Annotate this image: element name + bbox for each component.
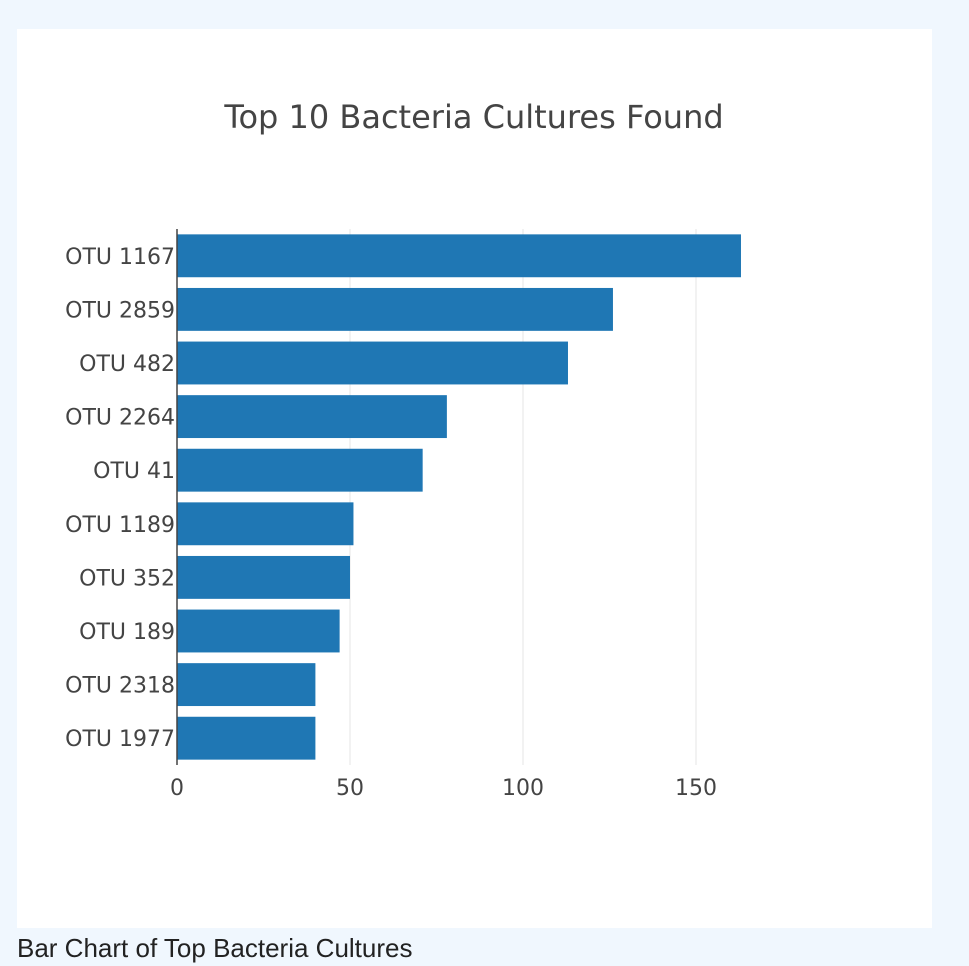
bar[interactable] [177, 502, 354, 546]
y-tick-label: OTU 41 [93, 459, 175, 484]
x-tick-label: 50 [336, 776, 364, 801]
x-tick-label: 0 [170, 776, 184, 801]
bar-chart: Top 10 Bacteria Cultures Found OTU 1167O… [65, 98, 741, 801]
chart-title: Top 10 Bacteria Cultures Found [223, 98, 723, 136]
chart-card: Top 10 Bacteria Cultures Found OTU 1167 O… [17, 29, 932, 928]
y-tick-label: OTU 352 [79, 566, 175, 591]
bar[interactable] [177, 395, 447, 439]
bar[interactable] [177, 716, 316, 760]
chart-caption: Bar Chart of Top Bacteria Cultures [17, 933, 413, 963]
bar[interactable] [177, 448, 423, 492]
y-tick-label: OTU 1977 [65, 727, 175, 752]
y-tick-label: OTU 189 [79, 620, 175, 645]
y-tick-label: OTU 1167 [65, 245, 175, 270]
x-tick-label: 100 [502, 776, 544, 801]
y-tick-label: OTU 2859 [65, 298, 175, 323]
bar[interactable] [177, 287, 613, 331]
bars [177, 234, 741, 760]
bar[interactable] [177, 341, 568, 385]
y-tick-labels: OTU 1167 OTU 2859 OTU 482 OTU 2264 OTU 41 OTU… [65, 245, 175, 752]
x-tick-labels: 0 50 100 150 [170, 776, 717, 801]
bar[interactable] [177, 555, 350, 599]
y-tick-label: OTU 482 [79, 352, 175, 377]
y-tick-label: OTU 2264 [65, 406, 175, 431]
bar[interactable] [177, 609, 340, 653]
y-tick-label: OTU 2318 [65, 674, 175, 699]
y-tick-label: OTU 1189 [65, 513, 175, 538]
bar[interactable] [177, 663, 316, 707]
x-tick-label: 150 [675, 776, 717, 801]
bar[interactable] [177, 234, 741, 278]
